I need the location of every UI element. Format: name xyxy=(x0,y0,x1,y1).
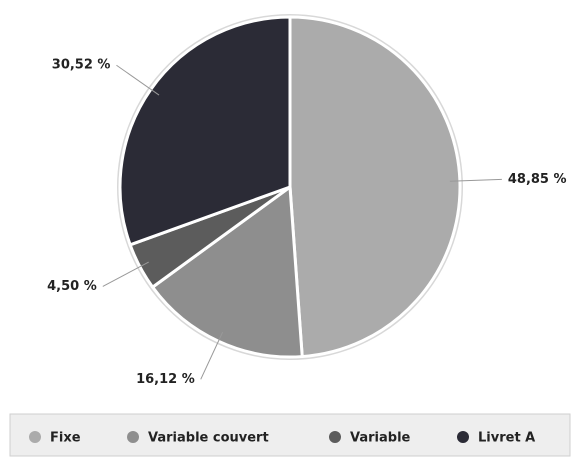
data-label: 16,12 % xyxy=(136,372,195,387)
legend-marker xyxy=(127,431,139,443)
legend-marker xyxy=(329,431,341,443)
pie-slice xyxy=(288,15,462,359)
legend-label: Livret A xyxy=(478,431,535,446)
legend-label: Variable couvert xyxy=(148,431,269,446)
legend-box xyxy=(9,413,571,457)
legend-label: Fixe xyxy=(50,431,81,446)
data-label: 48,85 % xyxy=(508,172,567,187)
legend-label: Variable xyxy=(350,431,411,446)
legend-marker xyxy=(29,431,41,443)
leader-line xyxy=(449,178,502,182)
leader-line xyxy=(102,261,149,287)
leader-line xyxy=(116,64,160,96)
data-label: 30,52 % xyxy=(52,58,111,73)
leader-line xyxy=(200,331,224,380)
data-label: 4,50 % xyxy=(47,279,97,294)
legend-marker xyxy=(457,431,469,443)
